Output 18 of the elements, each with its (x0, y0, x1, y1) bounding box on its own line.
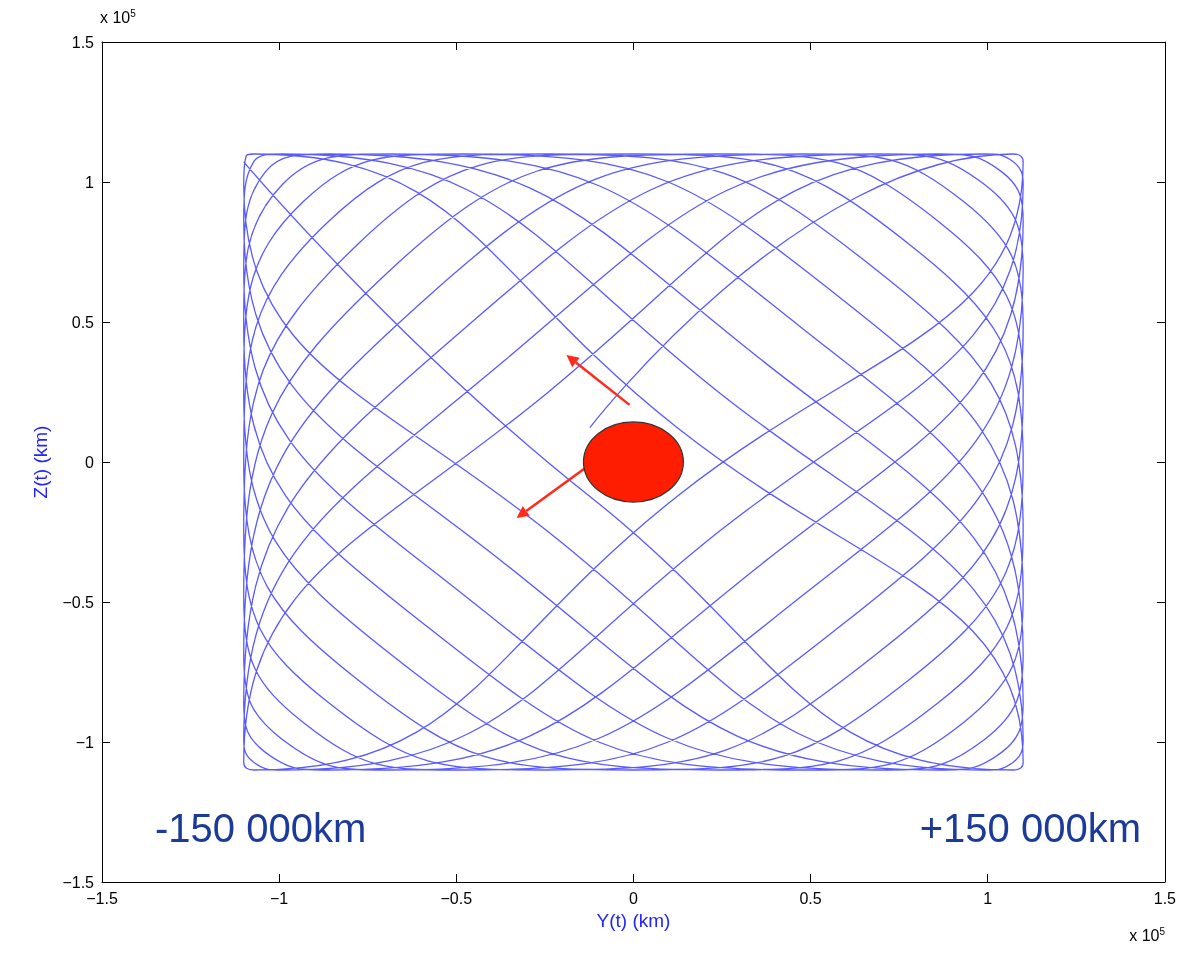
y-tick-label: −0.5 (62, 593, 95, 611)
x-tick-label: 0 (628, 889, 638, 907)
line-series (243, 153, 1024, 771)
y-axis-title: Z(t) (km) (30, 425, 51, 499)
annotation: -150 000km (155, 806, 367, 850)
y-tick-label: 1 (85, 173, 95, 191)
y-tick-label: −1 (75, 733, 95, 751)
y-tick-label: 0.5 (71, 313, 95, 331)
x-tick-label: −1 (270, 889, 289, 907)
y-tick-label: −1.5 (62, 873, 95, 891)
y-tick-label: 0 (85, 453, 95, 471)
x-tick-label: 1.5 (1153, 889, 1177, 907)
x-tick-label: −0.5 (440, 889, 473, 907)
x-axis-title: Y(t) (km) (596, 909, 671, 931)
y-tick-label: 1.5 (71, 33, 95, 51)
annotation: +150 000km (919, 806, 1142, 850)
x-tick-label: 0.5 (799, 889, 822, 907)
x-tick-label: 1 (983, 889, 993, 907)
